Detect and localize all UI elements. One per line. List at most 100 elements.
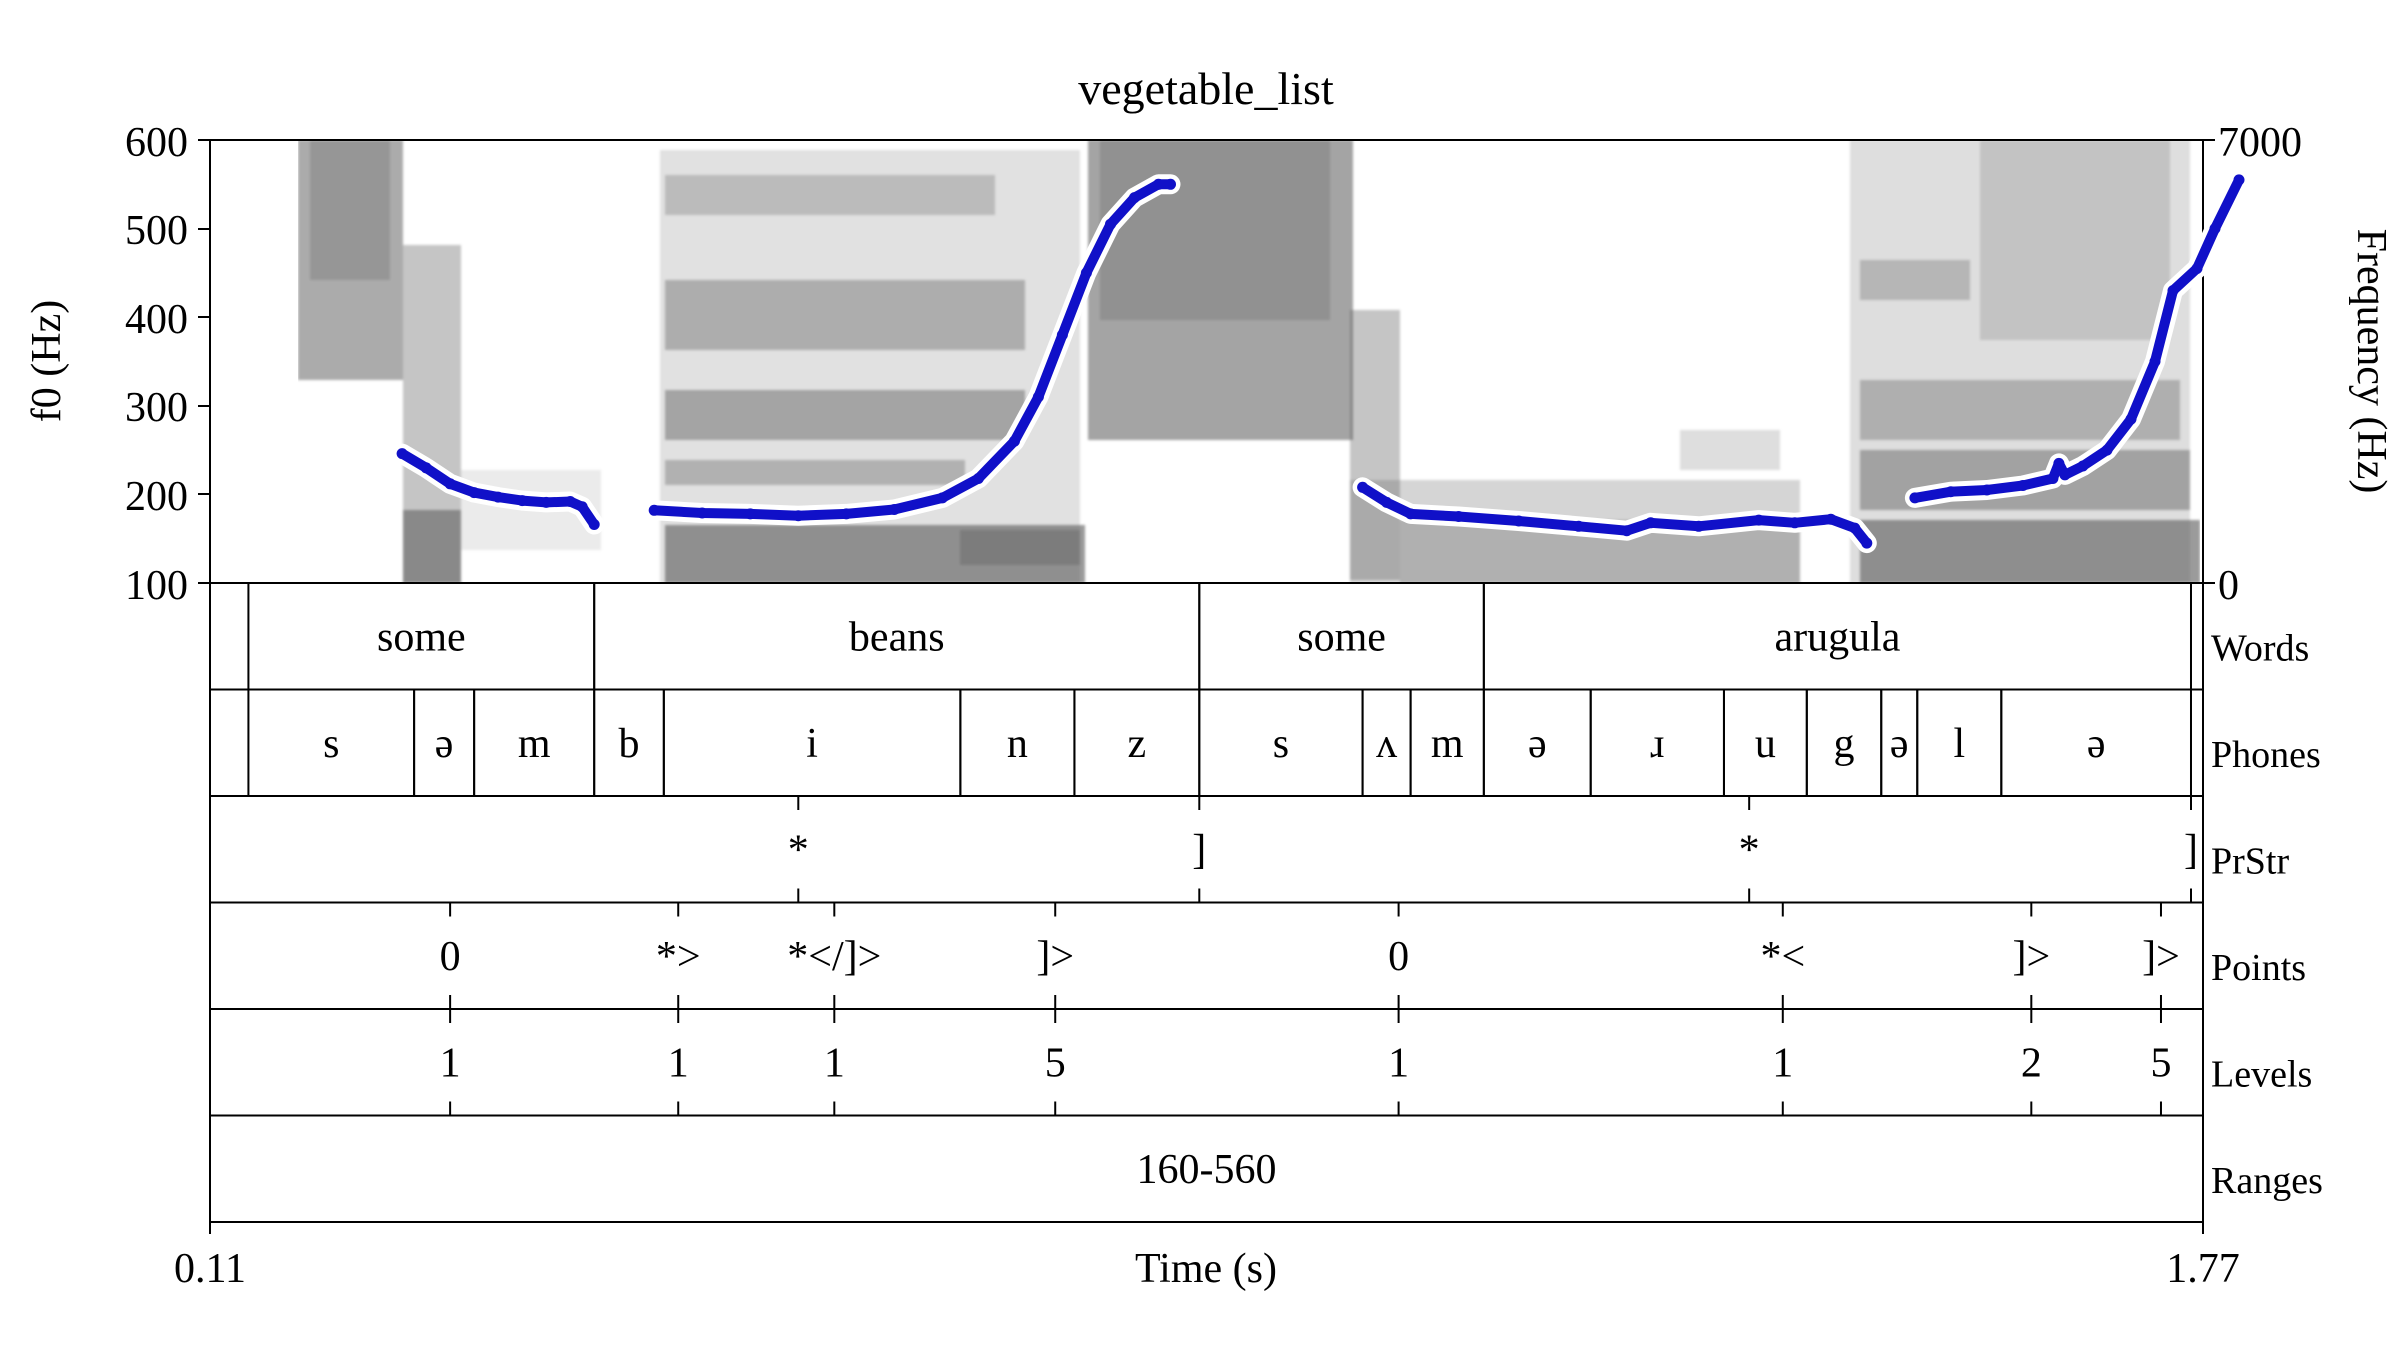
f0-point: [1381, 496, 1393, 508]
f0-contour: [392, 169, 2249, 554]
f0-point: [2077, 460, 2089, 472]
tier-points: Points 0 *> *</]>]> 0 *<]>]>: [210, 901, 2306, 1009]
frequency-tick-7000: 7000: [2218, 120, 2302, 166]
point-label: 0: [1388, 934, 1409, 980]
f0-point: [2053, 457, 2065, 469]
f0-point: [2149, 356, 2161, 367]
point-label: 1: [440, 1040, 461, 1086]
interval-label: l: [1953, 721, 1965, 767]
point-label: 5: [1045, 1040, 1066, 1086]
f0-point: [564, 496, 576, 507]
f0-point: [1789, 517, 1801, 529]
f0-point: [396, 448, 408, 460]
point-label: ]: [1192, 827, 1206, 873]
point-label: 1: [668, 1040, 689, 1086]
tier-name: Phones: [2211, 734, 2321, 776]
f0-point: [648, 504, 660, 516]
f0-point: [2059, 469, 2071, 481]
time-end-label: 1.77: [2166, 1246, 2240, 1292]
f0-line-segment: [397, 448, 600, 530]
f0-line-segment: [1357, 482, 1872, 549]
spectrogram: [210, 140, 2203, 583]
f0-point: [468, 487, 480, 499]
tier-name: Points: [2211, 947, 2306, 989]
f0-tick-300: 300: [125, 385, 188, 431]
point-label: *: [788, 827, 809, 873]
interval-label: m: [1431, 721, 1464, 767]
f0-point: [744, 508, 756, 520]
tier-words: Words some beans some arugula: [247, 583, 2309, 690]
f0-point: [2191, 263, 2203, 274]
f0-point: [792, 510, 804, 522]
f0-point: [2167, 285, 2179, 297]
f0-point: [2209, 223, 2221, 235]
f0-point: [2101, 444, 2113, 456]
f0-point: [1453, 511, 1465, 522]
plot-title: vegetable_list: [1078, 63, 1334, 114]
f0-point: [1573, 520, 1585, 532]
time-axis-label: Time (s): [1135, 1246, 1277, 1292]
f0-point: [1621, 525, 1633, 537]
f0-point: [888, 504, 900, 515]
point-label: ]>: [2142, 934, 2180, 980]
f0-point: [1153, 178, 1164, 190]
interval-label: 160-560: [1137, 1147, 1277, 1193]
interval-label: some: [377, 614, 466, 660]
f0-point: [1129, 192, 1140, 204]
f0-tick-100: 100: [125, 563, 188, 609]
interval-label: arugula: [1774, 614, 1900, 660]
interval-label: n: [1007, 721, 1028, 767]
f0-axis: 100 200 300 400 500 600 f0 (Hz): [24, 120, 210, 609]
point-label: 5: [2150, 1040, 2171, 1086]
point-label: 1: [1388, 1040, 1409, 1086]
frequency-axis: 7000 0 Frequency (Hz): [2203, 120, 2394, 609]
interval-label: i: [806, 721, 818, 767]
interval-label: z: [1128, 721, 1147, 767]
f0-point: [1849, 522, 1861, 534]
f0-tick-400: 400: [125, 297, 188, 343]
f0-point: [1165, 178, 1176, 190]
point-label: 0: [440, 934, 461, 980]
interval-label: u: [1755, 721, 1776, 767]
tier-name: PrStr: [2211, 840, 2289, 882]
interval-label: s: [323, 721, 339, 767]
f0-point: [1008, 435, 1020, 447]
f0-point: [2047, 473, 2059, 484]
time-axis: 0.11 Time (s) 1.77: [174, 1222, 2240, 1292]
f0-point: [1056, 329, 1068, 341]
f0-point: [420, 462, 432, 474]
f0-point: [1981, 484, 1993, 496]
tier-name: Ranges: [2211, 1160, 2323, 1202]
interval-label: ə: [1890, 721, 1909, 767]
f0-point: [2017, 480, 2029, 491]
f0-point: [1645, 517, 1657, 529]
f0-point: [492, 491, 504, 503]
f0-point: [696, 507, 708, 519]
textgrid-tiers: Words some beans some arugula Phones s ə m b i n z s ʌ…: [210, 583, 2323, 1202]
f0-point: [1513, 515, 1525, 527]
tier-name: Levels: [2211, 1053, 2312, 1095]
tier-ranges: Ranges 160-560: [210, 1114, 2323, 1202]
f0-tick-600: 600: [125, 120, 188, 166]
interval-label: ə: [2087, 721, 2106, 767]
interval-label: b: [619, 721, 640, 767]
frequency-axis-label: Frequency (Hz): [2348, 229, 2394, 494]
f0-point: [516, 495, 528, 507]
f0-point: [1105, 218, 1116, 230]
f0-point: [1357, 481, 1369, 493]
f0-tick-500: 500: [125, 208, 188, 254]
f0-point: [1753, 514, 1765, 526]
f0-point: [1909, 492, 1921, 504]
f0-line-segment: [649, 179, 1176, 521]
point-label: *</]>: [787, 934, 881, 980]
f0-point: [588, 519, 600, 530]
point-label: ]>: [2012, 934, 2050, 980]
frequency-tick-0: 0: [2218, 563, 2239, 609]
tier-prstr: PrStr *] *]: [210, 795, 2289, 903]
point-label: 1: [1772, 1040, 1793, 1086]
f0-point: [972, 473, 984, 484]
point-label: ]: [2184, 827, 2198, 873]
interval-label: s: [1273, 721, 1289, 767]
f0-point: [1825, 513, 1837, 525]
